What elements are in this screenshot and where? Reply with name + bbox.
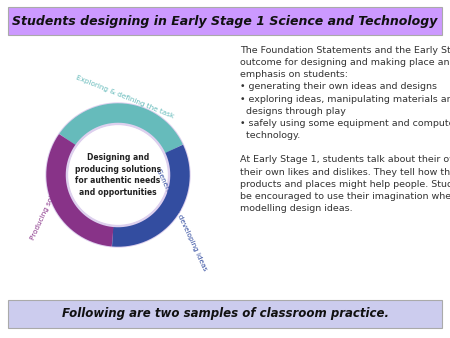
Circle shape <box>46 103 190 247</box>
Circle shape <box>69 126 167 224</box>
Text: Designing and
producing solutions
for authentic needs
and opportunities: Designing and producing solutions for au… <box>75 153 161 197</box>
Text: The Foundation Statements and the Early Stage 1
outcome for designing and making: The Foundation Statements and the Early … <box>240 46 450 213</box>
Text: Exploring & defining the task: Exploring & defining the task <box>75 75 175 120</box>
Circle shape <box>69 126 167 224</box>
FancyBboxPatch shape <box>8 7 442 35</box>
Text: Following are two samples of classroom practice.: Following are two samples of classroom p… <box>62 308 388 320</box>
Text: Students designing in Early Stage 1 Science and Technology: Students designing in Early Stage 1 Scie… <box>12 15 438 27</box>
FancyBboxPatch shape <box>8 300 442 328</box>
Text: Generating & developing ideas: Generating & developing ideas <box>155 168 208 272</box>
Text: Producing solutions: Producing solutions <box>30 175 65 241</box>
